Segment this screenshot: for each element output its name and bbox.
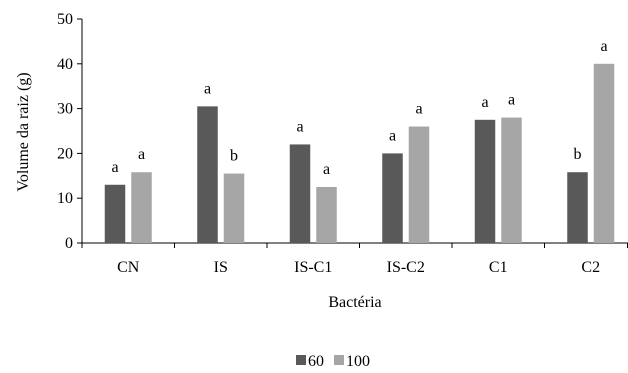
x-tick-label: CN bbox=[117, 259, 140, 276]
y-tick-label: 50 bbox=[57, 11, 73, 28]
y-tick-label: 0 bbox=[65, 235, 73, 252]
bars bbox=[104, 63, 615, 243]
bar-100-is bbox=[223, 173, 245, 243]
legend-label-100: 100 bbox=[346, 353, 370, 370]
bar-letter-label: b bbox=[230, 148, 238, 165]
x-tick-label: IS bbox=[214, 259, 228, 276]
x-tick-label: IS-C2 bbox=[387, 259, 425, 276]
bar-letter-label: a bbox=[600, 38, 607, 55]
bar-letter-label: a bbox=[508, 92, 515, 109]
bar-60-is-c1 bbox=[289, 144, 311, 243]
bar-labels: a a a b a a a a a a b a bbox=[111, 38, 607, 178]
legend-swatch-100 bbox=[334, 355, 344, 365]
bar-letter-label: a bbox=[296, 118, 303, 135]
x-tick-label: C1 bbox=[489, 259, 508, 276]
bar-100-is-c2 bbox=[408, 126, 430, 243]
y-tick-label: 10 bbox=[57, 190, 73, 207]
legend-swatch-60 bbox=[296, 355, 306, 365]
bar-60-is-c2 bbox=[382, 153, 403, 243]
bar-100-is-c1 bbox=[316, 187, 337, 243]
y-tick-label: 20 bbox=[57, 145, 73, 162]
bar-100-c2 bbox=[593, 63, 615, 243]
x-tick-label: IS-C1 bbox=[294, 259, 332, 276]
bar-letter-label: a bbox=[111, 159, 118, 176]
bar-letter-label: a bbox=[481, 94, 488, 111]
y-tick-label: 40 bbox=[57, 56, 73, 73]
x-axis: CN IS IS-C1 IS-C2 C1 C2 bbox=[81, 242, 628, 276]
bar-letter-label: a bbox=[415, 101, 422, 118]
legend: 60 100 bbox=[296, 353, 370, 370]
bar-letter-label: b bbox=[574, 146, 582, 163]
y-tick-label: 30 bbox=[57, 101, 73, 118]
legend-label-60: 60 bbox=[308, 353, 324, 370]
bar-letter-label: a bbox=[138, 146, 145, 163]
bar-60-c1 bbox=[474, 119, 496, 243]
bar-60-is bbox=[197, 106, 218, 243]
x-axis-label: Bactéria bbox=[328, 294, 381, 311]
y-axis-label: Volume da raiz (g) bbox=[15, 72, 32, 191]
bar-60-cn bbox=[104, 184, 126, 243]
bar-letter-label: a bbox=[204, 80, 211, 97]
bar-60-c2 bbox=[567, 172, 588, 243]
bar-letter-label: a bbox=[323, 161, 330, 178]
y-axis-title: Volume da raiz (g) bbox=[15, 72, 32, 191]
bar-letter-label: a bbox=[389, 127, 396, 144]
x-tick-label: C2 bbox=[581, 259, 600, 276]
y-axis: 0 10 20 30 40 50 bbox=[57, 11, 83, 252]
bar-100-cn bbox=[131, 172, 152, 243]
bar-100-c1 bbox=[501, 117, 522, 243]
